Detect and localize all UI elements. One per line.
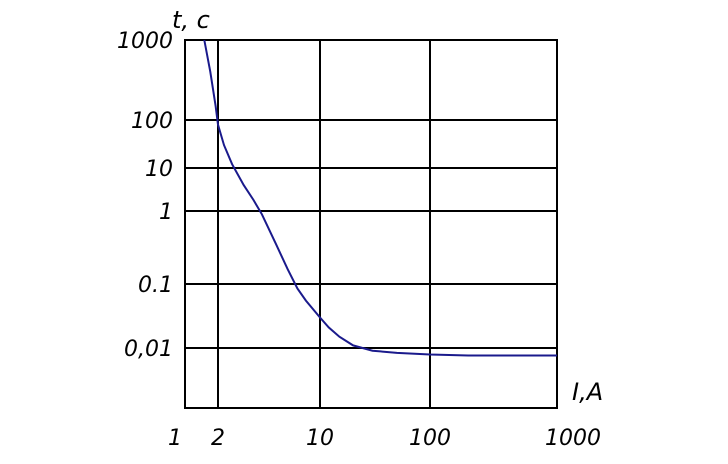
y-tick-label: 1000 <box>117 29 173 54</box>
plot-frame <box>184 39 558 409</box>
x-tick-label: 100 <box>409 426 451 451</box>
curve-layer <box>203 39 557 357</box>
x-tick-label: 10 <box>306 426 334 451</box>
x-ticks-layer: 1 2 10 100 1000 <box>168 426 601 451</box>
x-tick-label: 1000 <box>545 426 601 451</box>
y-axis-title: t, c <box>172 6 210 34</box>
x-axis-title: I,A <box>572 378 603 406</box>
y-tick-label: 1 <box>159 200 173 225</box>
x-tick-label: 2 <box>211 426 225 451</box>
x-tick-label: 1 <box>168 426 182 451</box>
y-tick-label: 0,01 <box>124 337 173 362</box>
y-ticks-layer: 1000 100 10 1 0.1 0,01 <box>117 29 173 362</box>
grid-layer <box>184 39 558 409</box>
y-tick-label: 0.1 <box>138 273 173 298</box>
y-tick-label: 10 <box>145 157 173 182</box>
series-line <box>203 39 557 357</box>
y-tick-label: 100 <box>131 109 173 134</box>
